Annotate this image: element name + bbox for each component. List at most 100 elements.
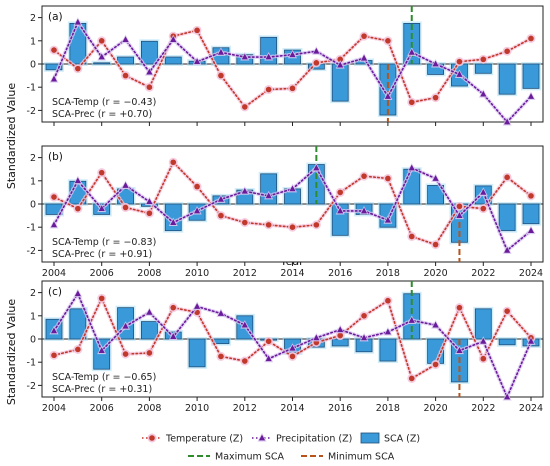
precipitation-point [170,36,177,43]
y-tick-label: -2 [27,246,36,257]
temperature-point [432,94,439,101]
precipitation-point [50,327,58,334]
temperature-point [289,85,296,92]
annotation-sca-prec: SCA-Prec (r = +0.70) [52,109,152,120]
temperature-point [480,56,487,63]
temperature-point [313,222,320,228]
precipitation-point [384,328,391,335]
sca-bar [498,63,516,95]
temperature-point [385,297,391,304]
temperature-point [51,352,57,359]
precipitation-point [408,49,415,55]
x-tick-label: 2024 [519,403,543,414]
legend-max-sca-label: Maximum SCA [215,452,284,463]
temperature-point [432,241,439,248]
sca-bar [403,168,421,205]
temperature-point [51,194,57,200]
precipitation-point [337,207,344,214]
precipitation-point [289,344,296,351]
x-tick-label: 2022 [471,403,495,414]
precipitation-point [384,216,391,223]
precipitation-point [217,49,225,55]
panel-label: (b) [48,151,63,163]
temperature-point [98,38,105,44]
panel-label: (c) [48,286,62,298]
temperature-point [361,173,367,179]
precipitation-point [360,54,368,61]
precipitation-point [241,187,248,194]
precipitation-point [527,337,535,344]
precipitation-point [194,303,201,309]
precipitation-point [313,164,320,171]
temperature-point [122,204,129,211]
y-tick-label: -2 [27,106,36,117]
x-tick-label: 2016 [328,268,352,279]
temperature-point [98,295,105,302]
x-tick-label: 2010 [185,403,209,414]
precipitation-point [194,58,201,65]
temperature-point [146,84,153,90]
panel-b: -2 -1 0 1 2 2004 2006 2008 2010 2012 2014 2016 2018 2… [27,145,544,279]
x-tick-label: 2012 [233,268,257,279]
x-tick-label: 2020 [424,268,448,279]
temperature-point [218,212,224,219]
annotation-sca-temp: SCA-Temp (r = −0.83) [52,237,156,248]
annotation-sca-temp: SCA-Temp (r = −0.65) [52,372,156,383]
y-tick-label: 0 [30,200,36,211]
temperature-point [504,174,510,181]
precipitation-point [480,337,487,344]
temperature-point [337,189,344,196]
temperature-point [313,60,320,66]
precipitation-point [265,53,272,60]
temperature-point [504,308,510,314]
legend-temperature-marker [149,435,155,441]
temperature-point [242,219,248,226]
temperature-point [456,203,463,210]
sca-bar [164,56,182,65]
precipitation-point [74,290,81,297]
precipitation-point [146,198,153,205]
legend-min-sca-label: Minimum SCA [328,452,395,463]
sca-bar [140,321,158,340]
temperature-point [504,48,510,55]
temperature-point [265,338,272,345]
precipitation-point [74,177,81,184]
x-tick-label: 2016 [328,403,352,414]
sca-bar [474,308,492,340]
precipitation-point [289,51,296,58]
y-tick-label: -1 [27,223,36,234]
temperature-point [265,222,272,228]
temperature-point [75,205,81,212]
annotation-sca-prec: SCA-Prec (r = +0.31) [52,384,152,395]
precipitation-point [432,321,439,328]
annotation-sca-temp: SCA-Temp (r = −0.43) [52,97,156,108]
precipitation-point [98,53,105,60]
y-axis-label-panel-c: Standardized Value [5,299,18,406]
temperature-point [218,353,224,360]
precipitation-point [289,185,296,192]
temperature-point [146,210,153,217]
precipitation-point [504,118,511,125]
precipitation-point [98,205,105,212]
x-tick-label: 2018 [376,403,400,414]
panel-c: -2 -1 0 1 2 2004 2006 2008 2010 2012 2014 2016 2018 2… [27,280,544,414]
precipitation-point [194,207,201,214]
sca-bar [427,185,445,205]
temperature-point [289,224,296,230]
precipitation-point [265,192,272,199]
precipitation-point [170,219,177,225]
x-tick-label: 2022 [471,268,495,279]
temperature-point [242,358,248,364]
temperature-point [361,313,367,319]
precipitation-point [504,247,511,253]
sca-bar [331,338,349,347]
precipitation-point [360,207,368,214]
precipitation-point [146,68,153,75]
temperature-point [242,104,248,110]
precipitation-point [170,333,177,340]
precipitation-point [408,317,415,323]
precipitation-point [504,393,511,400]
temperature-point [122,72,129,79]
x-tick-label: 2004 [42,403,66,414]
temperature-point [456,304,463,311]
